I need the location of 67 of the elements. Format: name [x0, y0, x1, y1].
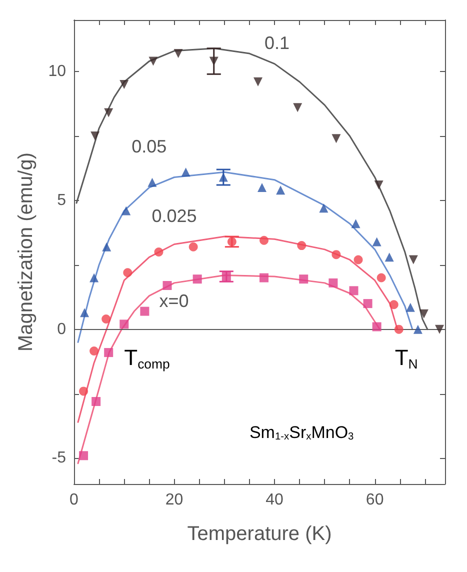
point [351, 219, 360, 228]
point [276, 186, 286, 195]
point [192, 274, 202, 284]
x-axis-title: Temperature (K) [187, 523, 332, 545]
point [104, 348, 114, 358]
point [174, 49, 183, 58]
point [120, 80, 129, 89]
point [148, 56, 158, 66]
point [104, 108, 114, 118]
point [372, 237, 382, 246]
point [92, 397, 101, 406]
point [389, 300, 398, 310]
point [376, 273, 386, 282]
point [332, 134, 341, 144]
point [419, 309, 428, 318]
y-tick-label: 5 [57, 192, 66, 209]
point [140, 306, 150, 316]
series-label: x=0 [159, 290, 189, 311]
series-label: 0.05 [132, 136, 167, 156]
point [260, 273, 269, 282]
series-label: 0.025 [152, 206, 197, 226]
point [384, 252, 394, 262]
point [79, 451, 88, 460]
point [162, 281, 172, 290]
point [406, 302, 415, 312]
point [181, 168, 190, 177]
point [374, 180, 384, 190]
point [90, 273, 99, 282]
point [253, 77, 262, 86]
point [123, 268, 132, 278]
point [80, 308, 90, 318]
point [299, 274, 308, 284]
point [90, 346, 99, 356]
point [408, 255, 418, 264]
point [328, 278, 338, 288]
point [394, 324, 404, 334]
point [148, 178, 157, 187]
x-tick-label: 60 [366, 492, 384, 508]
point [260, 236, 269, 245]
point [102, 242, 112, 252]
x-tick-label: 20 [165, 492, 184, 508]
point [332, 250, 341, 260]
point [372, 322, 382, 332]
x-tick-label: 40 [266, 492, 284, 508]
point [90, 132, 100, 140]
point [349, 286, 358, 296]
point [79, 386, 88, 396]
point [120, 320, 129, 329]
point [122, 206, 131, 216]
point [413, 324, 422, 334]
point [354, 255, 363, 264]
line-series [77, 171, 414, 343]
point [297, 241, 306, 250]
point [293, 103, 302, 112]
point [319, 204, 328, 213]
point [434, 324, 444, 334]
y-tick-label: 10 [48, 63, 66, 80]
point [188, 242, 198, 252]
y-tick-label: 0 [57, 320, 66, 338]
y-tick-label: -5 [52, 450, 66, 467]
y-axis-title: Magnetization (emu/g) [15, 152, 37, 352]
point [154, 248, 164, 256]
point [258, 183, 267, 192]
x-tick-label: 0 [70, 492, 79, 508]
legend-label: 0.1 [264, 33, 290, 54]
point [363, 299, 372, 308]
point [102, 314, 111, 324]
